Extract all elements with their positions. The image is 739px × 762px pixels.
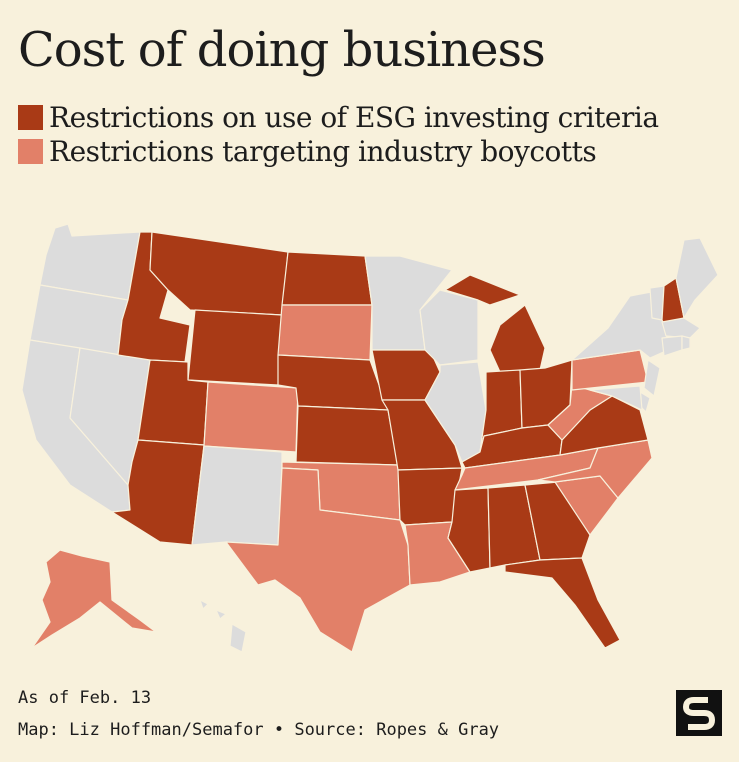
state-alaska — [31, 549, 157, 649]
state-rhode-island — [681, 335, 691, 351]
state-colorado — [203, 381, 299, 453]
legend-label-esg: Restrictions on use of ESG investing cri… — [49, 100, 659, 134]
state-kansas — [295, 405, 399, 466]
state-maryland — [589, 385, 643, 411]
state-wyoming — [187, 309, 283, 386]
map-title: Cost of doing business — [18, 22, 546, 78]
legend-item-boycott: Restrictions targeting industry boycotts — [18, 134, 659, 168]
state-texas — [225, 467, 411, 653]
semafor-logo — [676, 690, 722, 736]
state-florida — [504, 557, 621, 649]
legend-item-esg: Restrictions on use of ESG investing cri… — [18, 100, 659, 134]
state-connecticut — [661, 335, 683, 357]
semafor-logo-icon — [682, 697, 716, 730]
legend-swatch-boycott — [18, 138, 43, 164]
footer-date: As of Feb. 13 — [18, 688, 152, 708]
state-north-carolina — [537, 439, 653, 499]
state-new-jersey — [643, 359, 661, 397]
us-states-map — [21, 223, 719, 653]
state-hawaii — [199, 599, 247, 653]
legend-swatch-esg — [18, 104, 43, 130]
state-south-dakota — [277, 304, 373, 361]
state-massachusetts — [661, 317, 701, 339]
footer-credit: Map: Liz Hoffman/Semafor • Source: Ropes… — [18, 720, 500, 740]
state-new-mexico — [191, 445, 283, 546]
state-maine — [675, 237, 719, 319]
state-wisconsin — [419, 289, 479, 366]
state-montana — [149, 231, 289, 316]
legend-label-boycott: Restrictions targeting industry boycotts — [49, 134, 597, 168]
state-north-dakota — [281, 251, 373, 306]
state-georgia — [524, 481, 591, 561]
